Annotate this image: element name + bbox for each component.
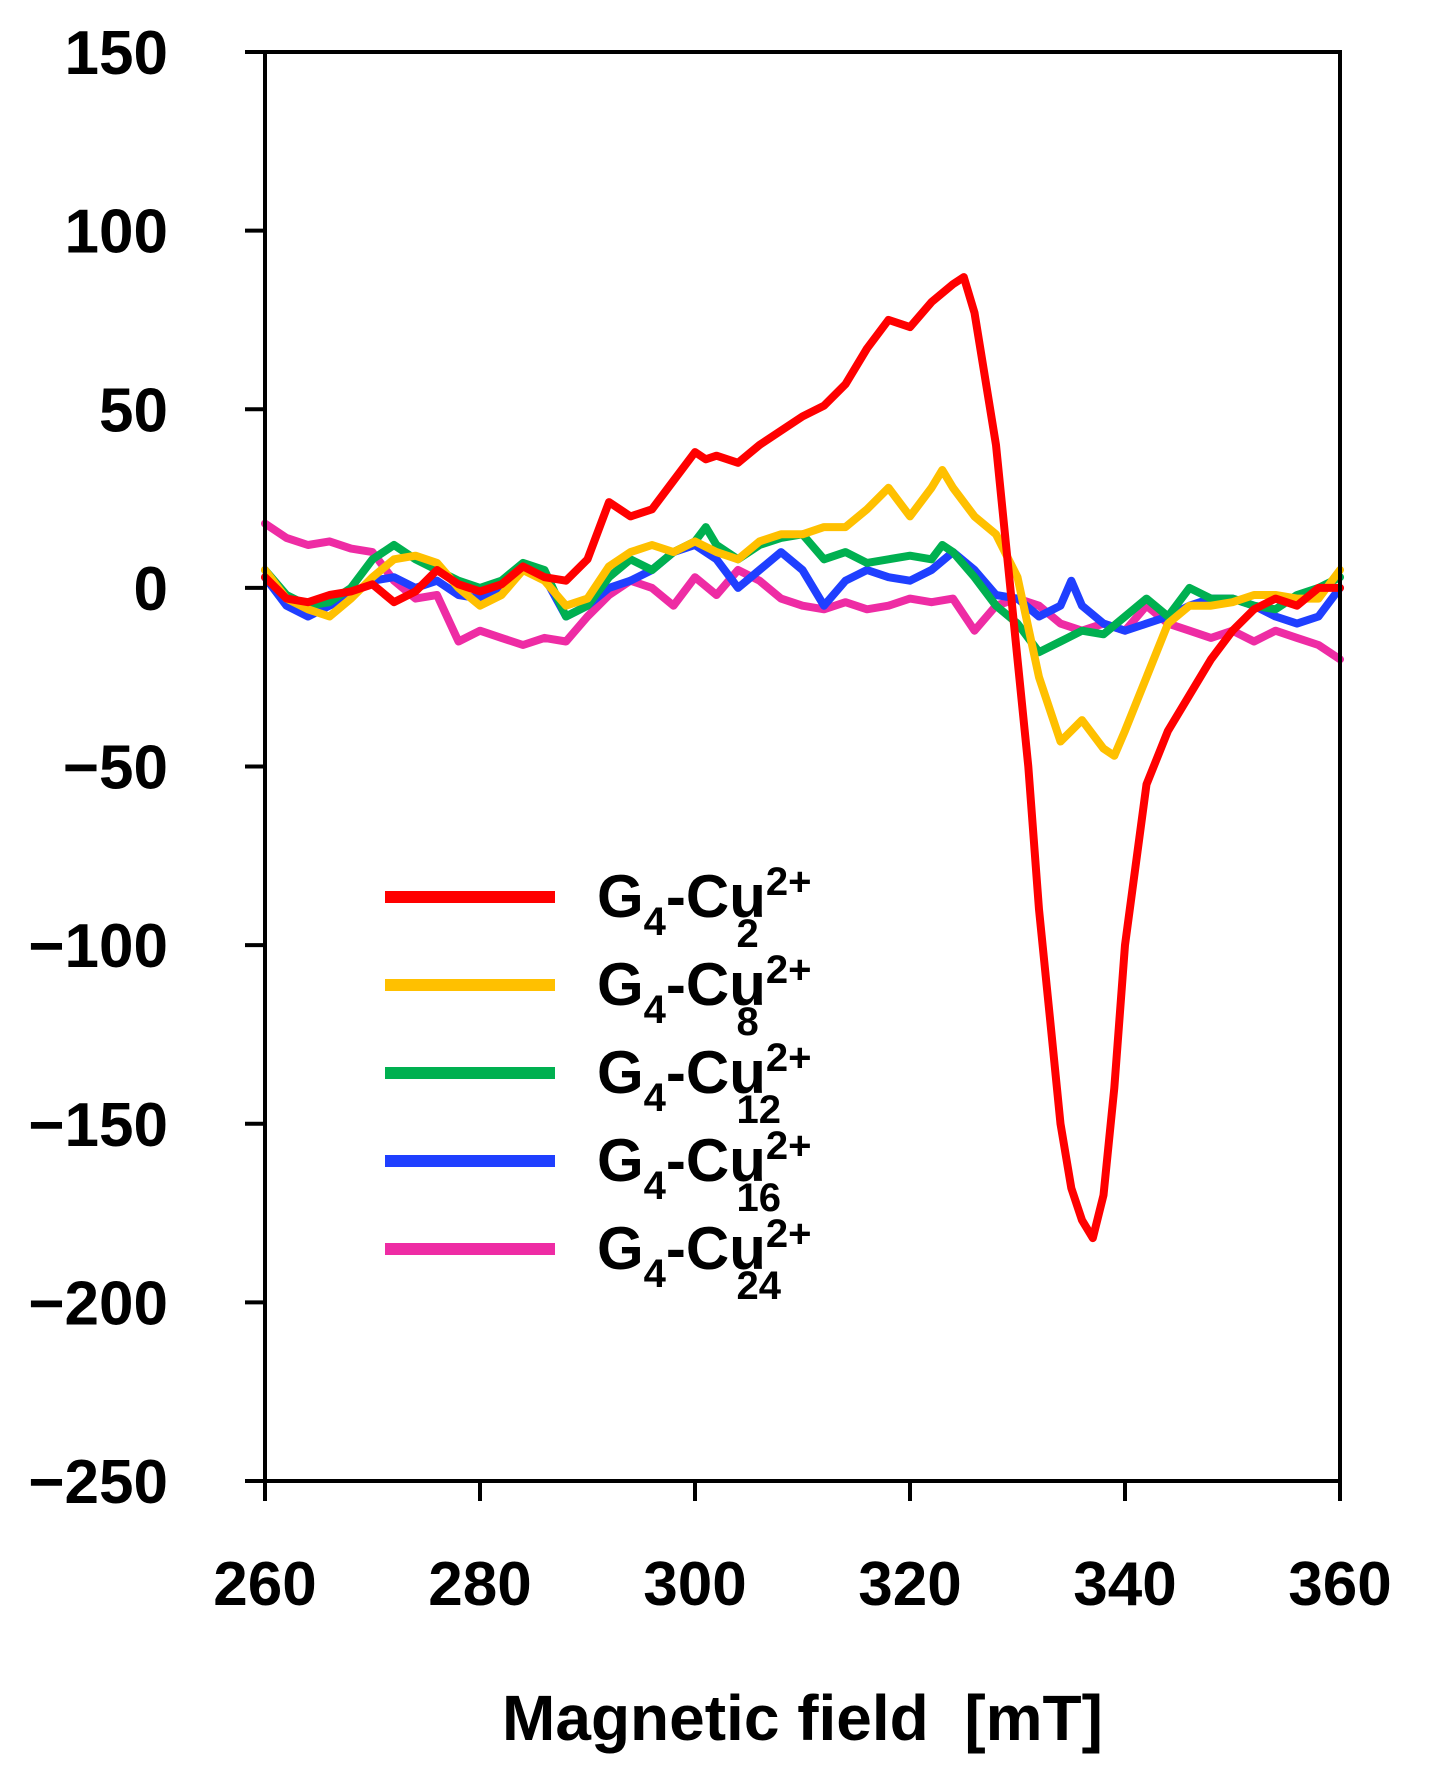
series-line-16 (261, 541, 1344, 635)
x-tick-label: 320 (858, 1550, 961, 1619)
legend-label-12: G4-Cu2+ 12 (597, 1036, 812, 1132)
y-tick-label: −250 (28, 1448, 168, 1517)
y-tick-label: −150 (28, 1091, 168, 1160)
y-tick-label: 150 (65, 19, 168, 88)
y-tick-label: −100 (28, 912, 168, 981)
y-tick-label: 100 (65, 198, 168, 267)
legend-label-24: G4-Cu2+ 24 (597, 1212, 812, 1308)
y-tick-label: −200 (28, 1269, 168, 1338)
y-tick-label: 50 (99, 376, 168, 445)
y-tick-label: 0 (134, 555, 168, 624)
series-layer (261, 273, 1344, 1243)
x-tick-label: 260 (213, 1550, 316, 1619)
x-axis: 260 280 300 320 340 360 (213, 1481, 1392, 1619)
series-line-2 (261, 273, 1344, 1243)
x-tick-label: 360 (1288, 1550, 1391, 1619)
x-tick-label: 340 (1073, 1550, 1176, 1619)
y-tick-label: −50 (63, 734, 168, 803)
x-tick-label: 300 (643, 1550, 746, 1619)
x-tick-label: 280 (428, 1550, 531, 1619)
x-axis-title: Magnetic field [mT] (502, 1682, 1103, 1754)
legend-label-8: G4-Cu2+ 8 (597, 948, 812, 1044)
legend-label-2: G4-Cu2+ 2 (597, 860, 812, 956)
legend-label-16: G4-Cu2+ 16 (597, 1124, 812, 1220)
y-axis: 150 100 50 0 −50 −100 −150 −200 −250 (28, 19, 265, 1517)
